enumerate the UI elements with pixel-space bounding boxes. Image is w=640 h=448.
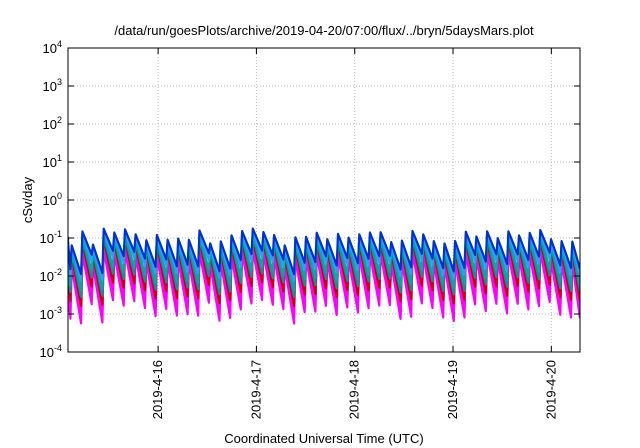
x-axis-label: Coordinated Universal Time (UTC) [224, 431, 423, 446]
y-tick-label: 102 [43, 115, 62, 132]
y-tick-label: 103 [43, 77, 62, 94]
x-tick-label: 2019-4-17 [248, 360, 263, 419]
x-axis: 2019-4-16 2019-4-17 2019-4-18 2019-4-19 2019… [150, 48, 558, 419]
y-tick-label: 101 [43, 153, 62, 170]
y-tick-label: 10-4 [40, 343, 62, 360]
series-group [68, 227, 580, 325]
y-tick-label: 10-3 [40, 305, 62, 322]
x-tick-label: 2019-4-18 [347, 360, 362, 419]
y-axis-label: cSv/day [20, 176, 35, 223]
x-tick-label: 2019-4-19 [445, 360, 460, 419]
y-axis: 10-4 10-3 10-2 10-1 100 101 102 103 104 [40, 39, 580, 360]
x-tick-label: 2019-4-20 [543, 360, 558, 419]
series-line [68, 227, 580, 276]
y-tick-label: 104 [43, 39, 62, 56]
y-tick-label: 10-2 [40, 267, 62, 284]
x-tick-label: 2019-4-16 [150, 360, 165, 419]
y-tick-label: 100 [43, 191, 62, 208]
chart-title: /data/run/goesPlots/archive/2019-04-20/0… [114, 23, 534, 38]
y-tick-label: 10-1 [40, 229, 62, 246]
